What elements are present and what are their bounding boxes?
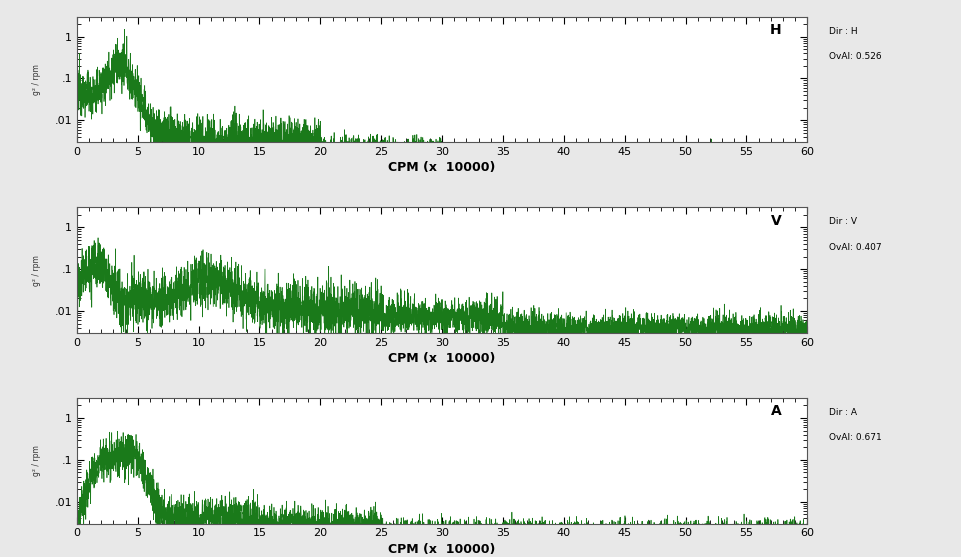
X-axis label: CPM (x  10000): CPM (x 10000) [388, 161, 496, 174]
Text: g² / rpm: g² / rpm [33, 446, 41, 476]
Text: A: A [771, 404, 781, 418]
X-axis label: CPM (x  10000): CPM (x 10000) [388, 352, 496, 365]
Text: Dir : H: Dir : H [829, 27, 858, 36]
Text: g² / rpm: g² / rpm [33, 64, 41, 95]
Text: OvAl: 0.407: OvAl: 0.407 [829, 242, 882, 252]
Text: g² / rpm: g² / rpm [33, 255, 41, 286]
Text: H: H [770, 23, 781, 37]
Text: OvAl: 0.671: OvAl: 0.671 [829, 433, 882, 442]
Text: Dir : A: Dir : A [829, 408, 857, 417]
Text: Dir : V: Dir : V [829, 217, 857, 227]
Text: V: V [771, 214, 781, 228]
Text: OvAl: 0.526: OvAl: 0.526 [829, 52, 882, 61]
X-axis label: CPM (x  10000): CPM (x 10000) [388, 543, 496, 556]
